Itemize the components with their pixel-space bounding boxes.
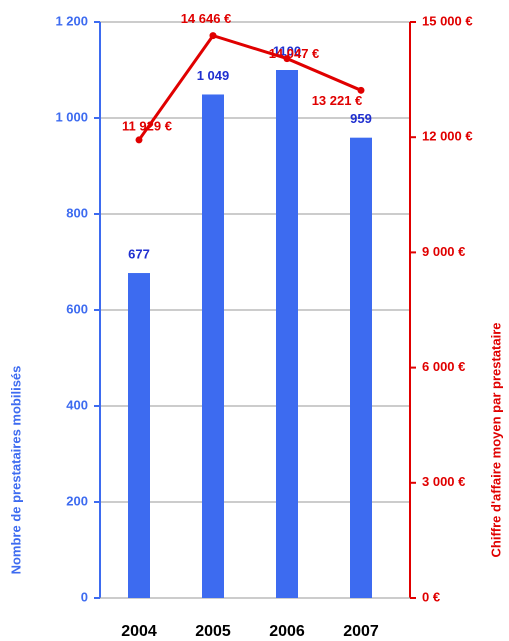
- bar-value-label: 677: [128, 246, 150, 261]
- y2-tick-label: 15 000 €: [422, 13, 473, 28]
- y2-axis-label: Chiffre d'affaire moyen par prestataire: [488, 323, 503, 558]
- line-marker: [283, 55, 291, 63]
- y2-tick-label: 6 000 €: [422, 359, 465, 374]
- bar-value-label: 959: [350, 111, 372, 126]
- x-tick-label: 2006: [269, 623, 305, 640]
- line: [137, 33, 362, 141]
- y-tick-label: 0: [81, 589, 88, 604]
- line-value-label: 14 047 €: [269, 46, 320, 61]
- y-tick-label: 1 200: [55, 13, 88, 28]
- y-tick-label: 600: [66, 301, 88, 316]
- bar: [128, 273, 150, 598]
- y2-tick-label: 3 000 €: [422, 474, 465, 489]
- y-tick-label: 1 000: [55, 109, 88, 124]
- bar-value-label: 1100: [273, 43, 301, 58]
- line-marker: [209, 32, 217, 40]
- y-tick-label: 800: [66, 205, 88, 220]
- y2-tick-label: 9 000 €: [422, 244, 465, 259]
- line-value-label: 11 929 €: [122, 118, 172, 133]
- line-marker: [357, 86, 365, 94]
- y-axis-label: Nombre de prestataires mobilisés: [8, 366, 23, 575]
- bar: [202, 94, 224, 598]
- line-value-label: 14 646 €: [181, 11, 232, 26]
- y-tick-label: 400: [66, 397, 88, 412]
- line-marker: [135, 136, 143, 144]
- y2-tick-label: 12 000 €: [422, 129, 473, 144]
- y-tick-label: 200: [66, 493, 88, 508]
- x-tick-label: 2007: [343, 623, 379, 640]
- x-tick-label: 2004: [121, 623, 157, 640]
- line-value-label: 13 221 €: [312, 93, 363, 108]
- bar: [276, 70, 298, 598]
- x-tick-label: 2005: [195, 623, 231, 640]
- bar: [350, 137, 372, 598]
- bar-value-label: 1 049: [197, 68, 230, 83]
- y2-tick-label: 0 €: [422, 589, 440, 604]
